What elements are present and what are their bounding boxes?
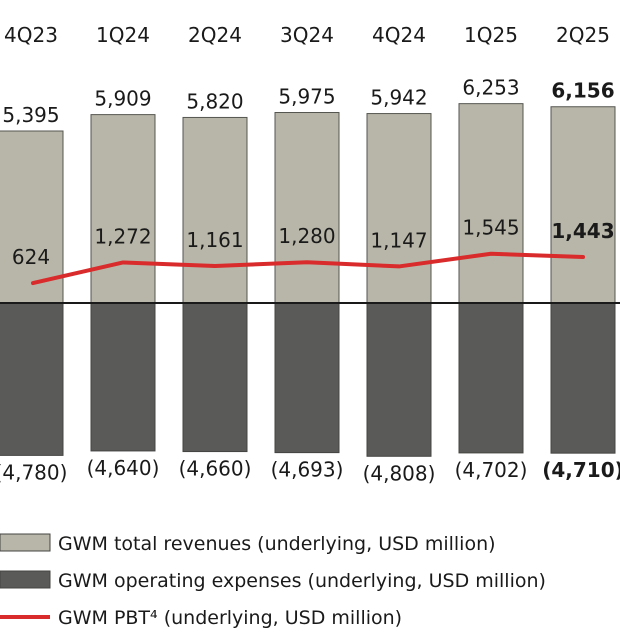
category-labels: 4Q23 1Q24 2Q24 3Q24 4Q24 1Q25 2Q25 — [4, 23, 610, 47]
revenue-bar — [458, 103, 524, 304]
legend-expenses-swatch — [0, 570, 51, 589]
expense-bar — [550, 302, 616, 454]
pbt-value-labels: 624 1,272 1,161 1,280 1,147 1,545 1,443 — [12, 216, 615, 269]
expense-value-label: (4,780) — [0, 460, 67, 484]
legend-expenses-label: GWM operating expenses (underlying, USD … — [58, 570, 546, 592]
revenue-value-label: 5,395 — [2, 103, 59, 127]
revenue-value-label: 5,820 — [186, 89, 243, 113]
expense-value-label: (4,640) — [87, 456, 160, 480]
expense-bar — [90, 302, 156, 452]
expense-value-label: (4,660) — [179, 457, 252, 481]
expense-value-label: (4,693) — [271, 458, 344, 482]
expense-value-label: (4,710) — [542, 458, 620, 482]
legend-pbt-label: GWM PBT⁴ (underlying, USD million) — [58, 607, 402, 629]
legend-revenues-label: GWM total revenues (underlying, USD mill… — [58, 533, 496, 555]
legend: GWM total revenues (underlying, USD mill… — [0, 533, 546, 629]
expense-value-labels: (4,780) (4,640) (4,660) (4,693) (4,808) (4,70… — [0, 456, 620, 485]
category-label: 4Q23 — [4, 23, 58, 47]
expense-bar — [366, 302, 432, 457]
revenue-bar — [366, 113, 432, 304]
revenue-value-label: 5,975 — [278, 85, 335, 109]
pbt-value-label: 1,147 — [370, 228, 427, 252]
pbt-value-label: 1,443 — [551, 219, 614, 243]
expense-value-label: (4,808) — [363, 461, 436, 485]
category-label: 1Q24 — [96, 23, 150, 47]
pbt-value-label: 1,280 — [278, 224, 335, 248]
revenue-bar — [0, 130, 64, 304]
category-label: 1Q25 — [464, 23, 518, 47]
category-label: 2Q25 — [556, 23, 610, 47]
expense-bar — [458, 302, 524, 454]
pbt-value-label: 1,272 — [94, 224, 151, 248]
legend-pbt: GWM PBT⁴ (underlying, USD million) — [0, 607, 402, 629]
revenue-value-label: 6,253 — [462, 76, 519, 100]
expense-bar — [274, 302, 340, 454]
revenue-value-labels: 5,395 5,909 5,820 5,975 5,942 6,253 6,156 — [2, 76, 614, 127]
revenue-value-label: 5,942 — [370, 86, 427, 110]
expense-bar — [0, 302, 64, 456]
expense-bar — [182, 302, 248, 453]
pbt-value-label: 1,545 — [462, 216, 519, 240]
revenue-value-label: 6,156 — [551, 79, 614, 103]
legend-expenses: GWM operating expenses (underlying, USD … — [0, 570, 546, 592]
category-label: 3Q24 — [280, 23, 334, 47]
legend-revenues: GWM total revenues (underlying, USD mill… — [0, 533, 496, 555]
category-label: 4Q24 — [372, 23, 426, 47]
expense-value-label: (4,702) — [455, 458, 528, 482]
pbt-value-label: 1,161 — [186, 228, 243, 252]
pbt-value-label: 624 — [12, 245, 50, 269]
revenue-bar — [274, 112, 340, 304]
revenue-bar — [90, 114, 156, 304]
revenue-value-label: 5,909 — [94, 87, 151, 111]
revenue-bars — [0, 103, 616, 304]
legend-revenues-swatch — [0, 533, 51, 552]
expense-bars — [0, 302, 616, 457]
pbt-line — [31, 251, 585, 286]
category-label: 2Q24 — [188, 23, 242, 47]
revenue-bar — [182, 116, 248, 304]
revenue-bar — [550, 106, 616, 304]
